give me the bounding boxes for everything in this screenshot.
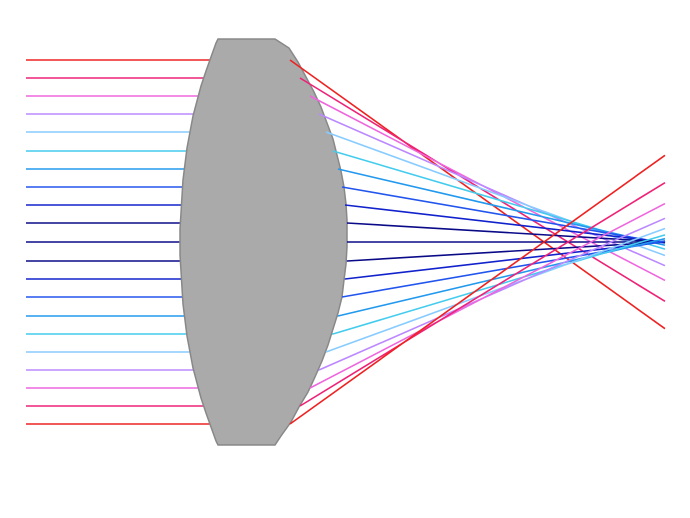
refracted-ray	[319, 114, 665, 266]
biconvex-lens	[180, 39, 347, 445]
refracted-ray	[290, 155, 665, 424]
refracted-ray	[345, 242, 665, 279]
refracted-ray	[347, 242, 665, 261]
spherical-aberration-diagram	[0, 0, 690, 518]
refracted-ray	[345, 205, 665, 242]
